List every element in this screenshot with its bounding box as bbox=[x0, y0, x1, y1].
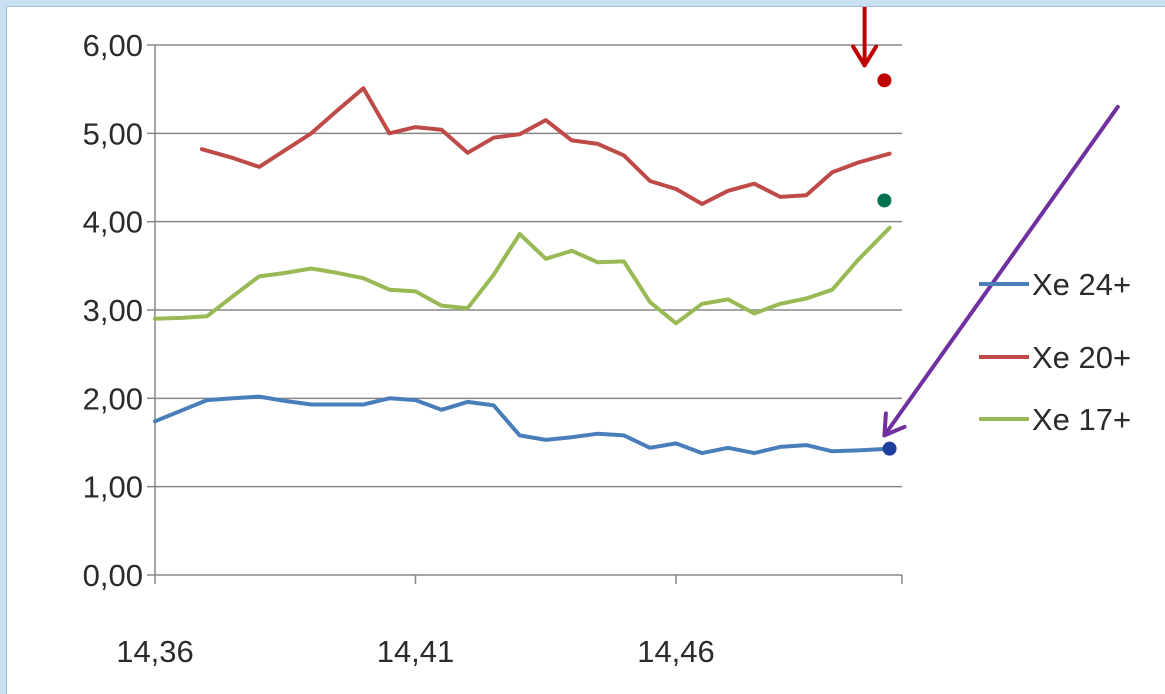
chart-frame: 0,00 1,00 2,00 3,00 4,00 5,00 6,00 14,36 14,41 1… bbox=[6, 6, 1165, 694]
series-line bbox=[199, 86, 892, 206]
x-tick-label: 14,41 bbox=[377, 634, 455, 669]
line-chart: 0,001,002,003,004,005,006,00 14,36 14,41 1… bbox=[83, 7, 1131, 669]
legend: Xe 24+ Xe 20+ Xe 17+ bbox=[979, 267, 1131, 437]
arrow-head bbox=[882, 411, 907, 438]
y-tick-label: 2,00 bbox=[83, 381, 143, 416]
marker-point bbox=[877, 73, 892, 88]
y-tick-labels: 0,00 1,00 2,00 3,00 4,00 5,00 6,00 bbox=[83, 28, 143, 593]
x-tick-label: 14,46 bbox=[637, 634, 715, 669]
marker-point bbox=[877, 193, 892, 208]
y-tick-label: 4,00 bbox=[83, 205, 143, 240]
marker-point bbox=[882, 441, 897, 456]
legend-label: Xe 17+ bbox=[1032, 402, 1131, 437]
legend-label: Xe 20+ bbox=[1032, 340, 1131, 375]
axes bbox=[147, 44, 903, 584]
y-tick-label: 6,00 bbox=[83, 28, 143, 63]
y-tick-label: 5,00 bbox=[83, 116, 143, 151]
legend-label: Xe 24+ bbox=[1032, 267, 1131, 302]
series-lines bbox=[153, 86, 892, 456]
highlight-markers bbox=[877, 73, 897, 456]
y-tick-label: 3,00 bbox=[83, 293, 143, 328]
y-tick-label: 1,00 bbox=[83, 470, 143, 505]
annotation-arrows bbox=[851, 7, 1120, 438]
y-tick-label: 0,00 bbox=[83, 558, 143, 593]
series-line bbox=[153, 394, 892, 456]
gridlines bbox=[155, 44, 902, 488]
x-tick-labels: 14,36 14,41 14,46 bbox=[116, 634, 715, 669]
x-tick-label: 14,36 bbox=[116, 634, 194, 669]
arrow-head bbox=[851, 44, 879, 68]
series-line bbox=[153, 225, 892, 326]
arrow-shaft bbox=[882, 104, 1120, 438]
